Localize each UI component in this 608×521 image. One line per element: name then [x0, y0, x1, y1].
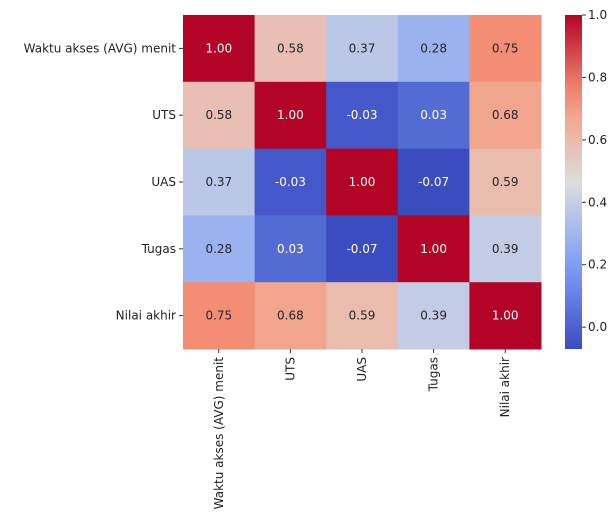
- heatmap-cell: [183, 15, 256, 83]
- cell-value-label: -0.07: [346, 242, 377, 256]
- heatmap-cell: [326, 15, 399, 83]
- heatmap-cell: [254, 148, 327, 216]
- heatmap-cell: [397, 148, 470, 216]
- heatmap-cell: [469, 282, 542, 350]
- cell-value-label: 1.00: [205, 41, 232, 55]
- x-tick-label: UTS: [283, 357, 297, 381]
- colorbar-tick-label: 0.6: [588, 133, 607, 147]
- heatmap-cell: [326, 282, 399, 350]
- cell-value-label: 1.00: [349, 175, 376, 189]
- cell-value-label: 0.03: [277, 242, 304, 256]
- y-tick-label: Nilai akhir: [116, 309, 176, 323]
- x-tick-label: Nilai akhir: [498, 357, 512, 417]
- colorbar: 0.0 0.2 0.4 0.6 0.8 1.0: [565, 8, 607, 349]
- heatmap-cell: [183, 215, 256, 283]
- heatmap-cell: [469, 148, 542, 216]
- heatmap-cell: [183, 81, 256, 150]
- cell-value-label: 0.58: [205, 108, 232, 122]
- colorbar-gradient: [565, 15, 582, 349]
- colorbar-tick-label: 0.2: [588, 258, 607, 272]
- y-tick-label: UAS: [151, 175, 176, 189]
- cell-value-label: 0.37: [349, 41, 376, 55]
- heatmap-cell: [254, 15, 327, 83]
- colorbar-tick-label: 0.0: [588, 320, 607, 334]
- cell-value-label: 0.03: [420, 108, 447, 122]
- heatmap-cell: [469, 215, 542, 283]
- cell-value-label: -0.03: [346, 108, 377, 122]
- cell-value-label: 0.59: [349, 309, 376, 323]
- cell-value-label: 0.39: [420, 309, 447, 323]
- y-tick-label: Tugas: [141, 242, 176, 256]
- cell-value-label: 0.39: [492, 242, 519, 256]
- colorbar-ticks: 0.0 0.2 0.4 0.6 0.8 1.0: [582, 8, 607, 334]
- x-tick-label: Tugas: [427, 357, 441, 392]
- heatmap-cell: [254, 215, 327, 283]
- cell-value-label: 0.68: [277, 309, 304, 323]
- y-tick-label: UTS: [152, 108, 176, 122]
- x-tick-label: UAS: [355, 357, 369, 382]
- heatmap-cell: [469, 81, 542, 150]
- cell-value-label: 0.37: [205, 175, 232, 189]
- x-axis: Waktu akses (AVG) menit UTS UAS Tugas Nilai …: [212, 349, 512, 509]
- cell-value-label: 0.59: [492, 175, 519, 189]
- cell-value-label: 1.00: [492, 309, 519, 323]
- heatmap-cells: 1.00 0.58 0.37 0.28 0.75 0.58 1.00 -0.03 0.03 0.6…: [183, 15, 542, 350]
- heatmap-cell: [326, 215, 399, 283]
- colorbar-tick-label: 0.8: [588, 70, 607, 84]
- colorbar-tick-label: 1.0: [588, 8, 607, 22]
- cell-value-label: 0.58: [277, 41, 304, 55]
- heatmap-cell: [326, 81, 399, 150]
- cell-value-label: 0.28: [205, 242, 232, 256]
- heatmap-cell: [254, 282, 327, 350]
- cell-value-label: 1.00: [277, 108, 304, 122]
- cell-value-label: -0.03: [275, 175, 306, 189]
- y-tick-label: Waktu akses (AVG) menit: [24, 41, 177, 55]
- colorbar-tick-label: 0.4: [588, 195, 607, 209]
- heatmap-cell: [397, 215, 470, 283]
- cell-value-label: 0.68: [492, 108, 519, 122]
- cell-value-label: -0.07: [418, 175, 449, 189]
- heatmap-cell: [397, 282, 470, 350]
- heatmap-cell: [254, 81, 327, 150]
- heatmap-cell: [183, 148, 256, 216]
- cell-value-label: 0.28: [420, 41, 447, 55]
- heatmap-cell: [397, 81, 470, 150]
- heatmap-cell: [326, 148, 399, 216]
- cell-value-label: 0.75: [492, 41, 519, 55]
- y-axis: Waktu akses (AVG) menit UTS UAS Tugas Nilai …: [24, 41, 183, 323]
- heatmap-cell: [469, 15, 542, 83]
- heatmap-cell: [183, 282, 256, 350]
- cell-value-label: 1.00: [420, 242, 447, 256]
- heatmap-cell: [397, 15, 470, 83]
- x-tick-label: Waktu akses (AVG) menit: [212, 357, 226, 510]
- cell-value-label: 0.75: [205, 309, 232, 323]
